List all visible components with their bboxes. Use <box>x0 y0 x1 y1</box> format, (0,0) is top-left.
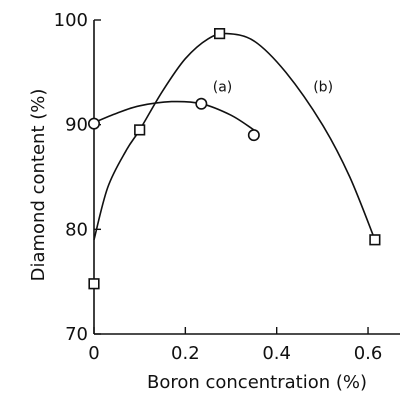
y-tick-label: 100 <box>54 10 88 31</box>
y-tick-label: 70 <box>65 324 88 345</box>
data-point-circle <box>195 97 208 110</box>
markers <box>88 28 381 290</box>
data-point-circle <box>88 117 101 130</box>
y-axis-label: Diamond content (%) <box>28 89 49 282</box>
x-tick-label: 0 <box>88 343 99 364</box>
data-point-square <box>369 234 381 246</box>
ticks: 0 0.2 0.4 0.6 70 80 90 100 <box>54 10 383 364</box>
data-point-circle <box>247 129 260 142</box>
curves <box>93 32 376 241</box>
data-point-square <box>134 124 146 136</box>
x-tick-label: 0.2 <box>171 343 200 364</box>
y-tick-label: 90 <box>65 115 88 136</box>
x-tick-label: 0.4 <box>262 343 291 364</box>
y-tick-label: 80 <box>65 219 88 240</box>
data-point-square <box>88 278 100 290</box>
data-point-square <box>213 28 226 40</box>
x-tick-label: 0.6 <box>354 343 383 364</box>
series-annotation: (a) <box>213 80 233 96</box>
series-annotation: (b) <box>313 80 333 96</box>
series-line-b <box>93 32 376 241</box>
axes <box>93 20 400 335</box>
x-axis-label: Boron concentration (%) <box>147 372 367 393</box>
annotations: (a) (b) <box>213 80 333 96</box>
series-line-a <box>93 100 255 131</box>
